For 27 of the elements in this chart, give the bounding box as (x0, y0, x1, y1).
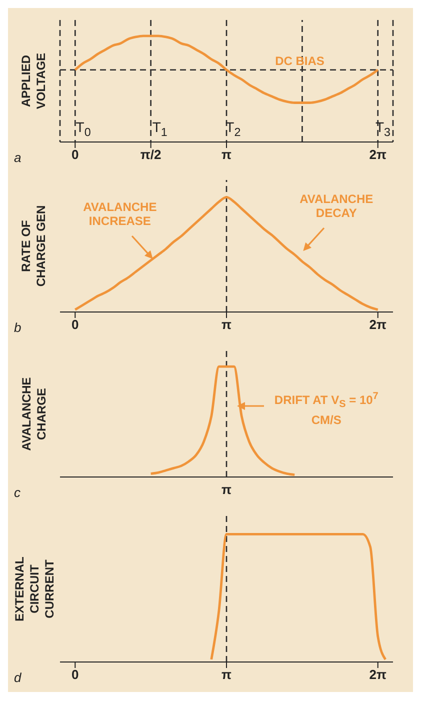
x-tick-label: 0 (72, 147, 79, 162)
text: c (14, 485, 20, 500)
text: a (14, 150, 22, 165)
annotation: AVALANCHE INCREASE (82, 200, 158, 228)
annotation: T$_{1}$ (151, 118, 168, 140)
annotation: DC BIAS (274, 54, 326, 68)
y-axis-title: RATE OF CHARGE GEN (19, 204, 49, 289)
x-tick-label: π (222, 317, 232, 332)
text: b (14, 320, 22, 335)
text: π (220, 482, 232, 497)
annotation: AVALANCHE DECAY (298, 192, 374, 220)
x-tick-label: π (222, 667, 232, 682)
annotation: T$_{2}$ (224, 118, 242, 140)
x-tick-label: 0 (72, 317, 79, 332)
x-tick-label: 0 (72, 667, 79, 682)
x-tick-label: 2π (369, 147, 386, 162)
x-tick-label: 2π (369, 317, 386, 332)
x-tick-label: 2π (369, 667, 386, 682)
annotation: T$_{3}$ (374, 118, 392, 140)
y-axis-title: AVALANCHE CHARGE (19, 376, 49, 452)
x-tick-label: π/2 (140, 147, 162, 162)
text: DRIFT AT V$_{S}$ = 10$^{7}$ CM/S (274, 391, 378, 427)
y-axis-title: APPLIED VOLTAGE (19, 52, 49, 112)
text: d (14, 670, 22, 685)
y-axis-title: EXTERNAL CIRCUIT CURRENT (12, 555, 56, 623)
x-tick-label: π (222, 147, 232, 162)
annotation: T$_{0}$ (74, 118, 92, 140)
